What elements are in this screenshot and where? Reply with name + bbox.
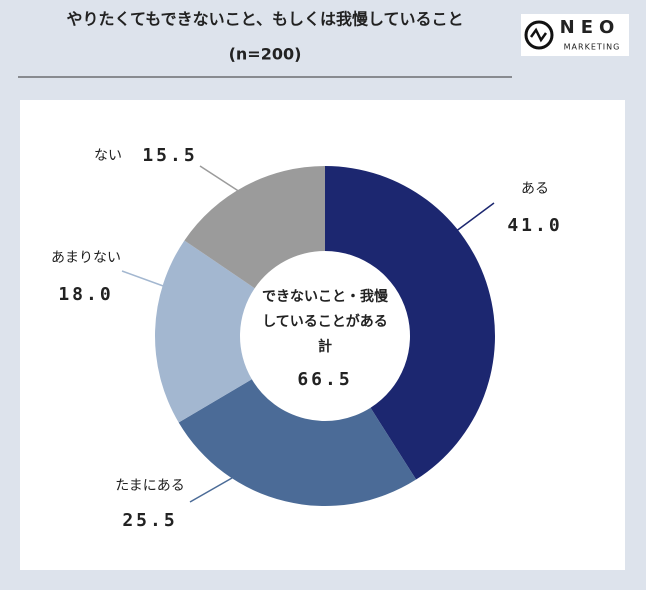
leader-line [199,165,241,193]
logo-name: NEO [560,17,621,38]
donut-segment [155,240,255,423]
value-label: 41.0 [507,215,562,236]
logo-icon-line [529,27,548,43]
center-label: できないこと・我慢 [262,288,389,305]
center-label: していることがある [262,313,388,330]
category-label: ない [94,148,122,164]
category-label: あまりない [51,250,121,266]
donut-segment [325,166,495,480]
category-label: ある [521,181,549,197]
center-label: 計 [318,338,332,355]
center-total: 66.5 [297,369,352,390]
leader-line [454,202,495,233]
donut-segment [184,166,325,289]
donut-segment [178,379,417,506]
leader-line [189,477,233,503]
logo-icon [524,20,554,50]
value-label: 15.5 [142,145,197,166]
category-label: たまにある [115,478,185,494]
subtitle: (n=200) [229,45,302,64]
title: やりたくてもできないこと、もしくは我慢していること [67,10,464,29]
value-label: 25.5 [122,510,177,531]
value-label: 18.0 [58,284,113,305]
logo-tagline: MARKETING [564,43,621,52]
leader-line [121,270,167,288]
